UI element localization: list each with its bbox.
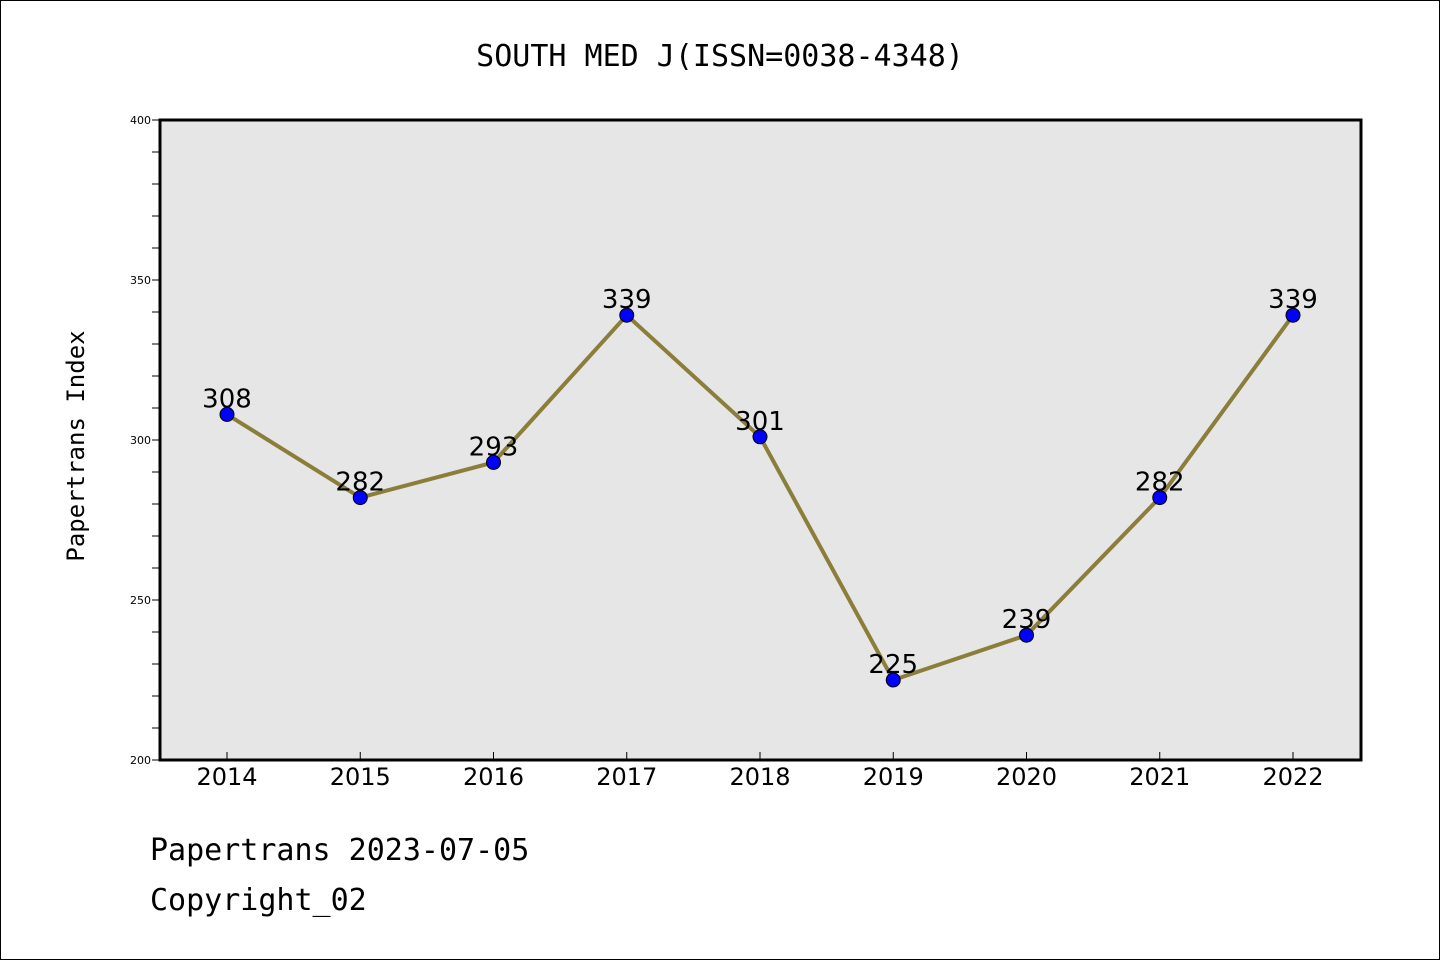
x-tick-label: 2021 — [1129, 763, 1190, 791]
y-tick-label: 300 — [130, 434, 151, 447]
y-tick-label: 250 — [130, 594, 151, 607]
data-point — [1285, 307, 1301, 323]
chart-title: SOUTH MED J(ISSN=0038-4348) — [476, 39, 964, 74]
x-tick-label: 2022 — [1262, 763, 1323, 791]
y-axis-label: Papertrans Index — [62, 330, 90, 561]
data-label: 293 — [469, 432, 519, 462]
data-point — [219, 406, 235, 422]
x-tick-label: 2014 — [196, 763, 257, 791]
y-tick-label: 200 — [130, 754, 151, 767]
data-label: 339 — [602, 285, 652, 315]
data-point — [752, 429, 768, 445]
data-point — [619, 307, 635, 323]
x-tick-label: 2018 — [729, 763, 790, 791]
x-tick-label: 2020 — [996, 763, 1057, 791]
data-point — [486, 454, 501, 470]
y-axis-ticks: 200 250 300 350 400 — [130, 114, 160, 767]
data-label: 282 — [335, 468, 385, 498]
x-axis-ticks: 2014 2015 2016 2017 2018 2019 2020 2021 2022 — [196, 752, 1324, 791]
x-tick-label: 2015 — [330, 763, 391, 791]
data-label: 225 — [868, 650, 918, 680]
y-tick-label: 350 — [130, 274, 151, 287]
data-label: 339 — [1268, 285, 1318, 315]
data-point — [885, 672, 901, 688]
data-point — [352, 490, 368, 506]
data-point — [1019, 627, 1034, 643]
x-tick-label: 2016 — [463, 763, 524, 791]
data-points — [219, 307, 1301, 688]
data-label: 282 — [1135, 468, 1185, 498]
data-label: 239 — [1002, 605, 1052, 635]
data-label: 308 — [202, 384, 252, 414]
x-tick-label: 2019 — [863, 763, 924, 791]
data-point — [1152, 490, 1168, 506]
y-tick-label: 400 — [130, 114, 151, 127]
data-label: 301 — [735, 407, 785, 437]
data-labels: 308 282 293 339 301 225 239 282 339 — [202, 285, 1318, 680]
footer-copyright: Copyright_02 — [150, 883, 367, 918]
x-tick-label: 2017 — [596, 763, 657, 791]
footer-date: Papertrans 2023-07-05 — [150, 833, 530, 868]
